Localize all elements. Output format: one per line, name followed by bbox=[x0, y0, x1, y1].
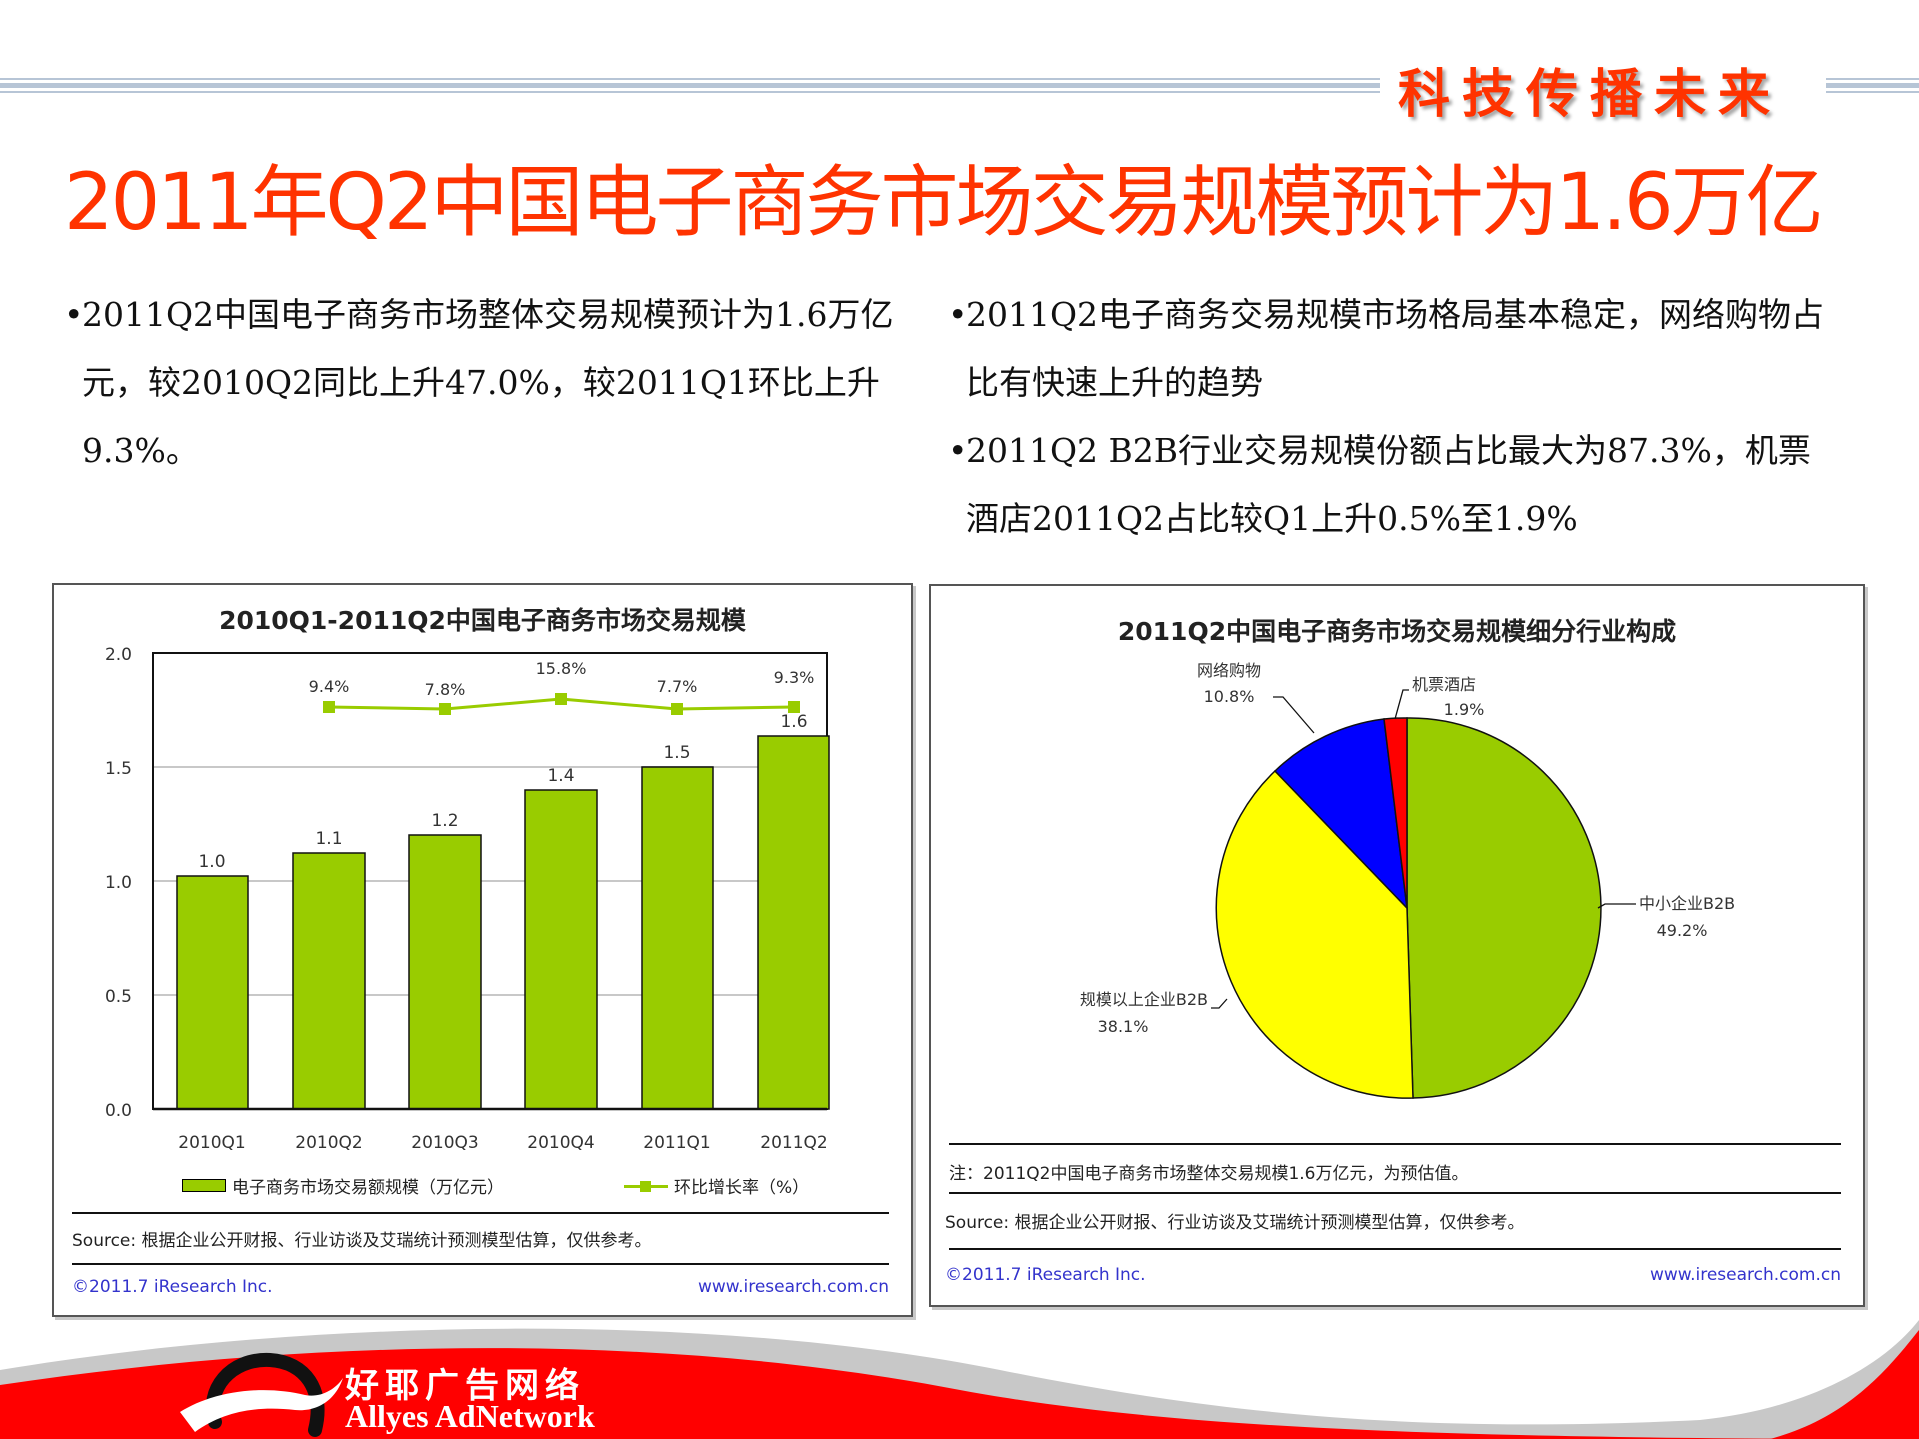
y-tick-label: 1.5 bbox=[105, 759, 132, 779]
bar-chart-title: 2010Q1-2011Q2中国电子商务市场交易规模 bbox=[219, 606, 746, 635]
bar-value-label: 1.6 bbox=[780, 712, 807, 732]
bullet-item: •2011Q2中国电子商务市场整体交易规模预计为1.6万亿元，较2010Q2同比… bbox=[64, 281, 894, 485]
bar-value-label: 1.0 bbox=[198, 852, 225, 872]
x-tick-label: 2010Q3 bbox=[411, 1133, 478, 1153]
legend-item-line: 环比增长率（%） bbox=[624, 1173, 809, 1198]
slice-label-name: 中小企业B2B bbox=[1639, 894, 1735, 913]
website-link[interactable]: www.iresearch.com.cn bbox=[1649, 1265, 1841, 1285]
page-title: 2011年Q2中国电子商务市场交易规模预计为1.6万亿 bbox=[64, 158, 1824, 248]
copyright: ©2011.7 iResearch Inc. bbox=[72, 1277, 273, 1297]
x-tick-label: 2011Q1 bbox=[643, 1133, 710, 1153]
divider bbox=[949, 1192, 1841, 1194]
y-tick-label: 2.0 bbox=[105, 645, 132, 665]
line-marker bbox=[439, 703, 451, 715]
allyes-logo-icon bbox=[180, 1352, 343, 1437]
rate-label: 15.8% bbox=[536, 659, 587, 678]
footer-logo-en: Allyes AdNetwork bbox=[345, 1398, 595, 1434]
line-marker bbox=[555, 693, 567, 705]
y-tick-label: 1.0 bbox=[105, 873, 132, 893]
bullet-dot-icon: • bbox=[948, 295, 968, 334]
x-tick-label: 2010Q4 bbox=[527, 1133, 594, 1153]
divider bbox=[949, 1248, 1841, 1250]
bar-chart-panel: 2010Q1-2011Q2中国电子商务市场交易规模 2.0 1.5 1.0 0.… bbox=[52, 583, 913, 1317]
x-tick-label: 2011Q2 bbox=[760, 1133, 827, 1153]
rate-label: 9.4% bbox=[309, 677, 350, 696]
slice-label-pct: 1.9% bbox=[1444, 700, 1485, 719]
pie-slice-online-shopping bbox=[1273, 718, 1409, 911]
slice-label-name: 网络购物 bbox=[1197, 661, 1261, 680]
leader-line bbox=[1273, 696, 1315, 734]
divider bbox=[72, 1263, 889, 1265]
bar-2010Q1 bbox=[176, 875, 249, 1110]
bar-2010Q3 bbox=[408, 834, 482, 1110]
divider bbox=[949, 1143, 1841, 1145]
pie-chart-plot: 网络购物 10.8% 机票酒店 1.9% 中小企业B2B 49.2% 规模以上企… bbox=[1080, 661, 1735, 1099]
slogan: 科技传播未来 bbox=[1398, 65, 1783, 125]
rate-label: 7.8% bbox=[425, 680, 466, 699]
website-link[interactable]: www.iresearch.com.cn bbox=[697, 1277, 889, 1297]
header-rule-right bbox=[1826, 78, 1919, 94]
legend-label: 环比增长率（%） bbox=[674, 1178, 810, 1198]
source-note: Source: 根据企业公开财报、行业访谈及艾瑞统计预测模型估算，仅供参考。 bbox=[945, 1213, 1525, 1233]
bullet-item: •2011Q2电子商务交易规模市场格局基本稳定，网络购物占比有快速上升的趋势 bbox=[948, 281, 1828, 417]
line-marker bbox=[323, 701, 335, 713]
line-marker bbox=[788, 701, 800, 713]
bar-swatch-icon bbox=[182, 1179, 226, 1192]
bullet-item: •2011Q2 B2B行业交易规模份额占比最大为87.3%，机票酒店2011Q2… bbox=[948, 417, 1828, 553]
pie-chart-panel: 2011Q2中国电子商务市场交易规模细分行业构成 网络购物 10.8% 机票酒店… bbox=[929, 584, 1865, 1307]
x-tick-label: 2010Q1 bbox=[178, 1133, 245, 1153]
slice-label-name: 机票酒店 bbox=[1412, 675, 1476, 694]
bullet-dot-icon: • bbox=[948, 431, 968, 470]
bar-2010Q2 bbox=[292, 852, 366, 1110]
bar-value-label: 1.4 bbox=[547, 766, 574, 786]
y-tick-label: 0.0 bbox=[105, 1101, 132, 1121]
legend-label: 电子商务市场交易额规模（万亿元） bbox=[232, 1178, 504, 1198]
bar-value-label: 1.1 bbox=[315, 829, 342, 849]
leader-line bbox=[1394, 689, 1409, 720]
footer-logo-cn: 好耶广告网络 bbox=[345, 1366, 585, 1406]
copyright: ©2011.7 iResearch Inc. bbox=[945, 1265, 1146, 1285]
header-rule-left bbox=[0, 78, 1380, 94]
pie-slice-large-b2b bbox=[1215, 769, 1414, 1099]
slice-label-pct: 49.2% bbox=[1657, 921, 1708, 940]
bar-chart-plot: 2.0 1.5 1.0 0.5 0.0 1.0 1.1 1.2 1.4 1.5 bbox=[105, 645, 830, 1153]
slice-label-pct: 10.8% bbox=[1204, 687, 1255, 706]
x-tick-label: 2010Q2 bbox=[295, 1133, 362, 1153]
rate-label: 9.3% bbox=[774, 668, 815, 687]
slice-label-pct: 38.1% bbox=[1098, 1017, 1149, 1036]
bullet-list-left: •2011Q2中国电子商务市场整体交易规模预计为1.6万亿元，较2010Q2同比… bbox=[64, 281, 894, 485]
legend-item-bar: 电子商务市场交易额规模（万亿元） bbox=[182, 1173, 504, 1198]
bar-2011Q2 bbox=[757, 735, 830, 1110]
slice-label-name: 规模以上企业B2B bbox=[1080, 990, 1208, 1009]
bullet-text: 2011Q2中国电子商务市场整体交易规模预计为1.6万亿元，较2010Q2同比上… bbox=[82, 295, 894, 470]
footer-banner bbox=[0, 1320, 1919, 1439]
y-tick-label: 0.5 bbox=[105, 987, 132, 1007]
bar-value-label: 1.5 bbox=[663, 743, 690, 763]
leader-line bbox=[1211, 998, 1228, 1009]
bullet-list-right: •2011Q2电子商务交易规模市场格局基本稳定，网络购物占比有快速上升的趋势 •… bbox=[948, 281, 1828, 553]
divider bbox=[72, 1212, 889, 1214]
bar-value-label: 1.2 bbox=[431, 811, 458, 831]
chart-note: 注：2011Q2中国电子商务市场整体交易规模1.6万亿元，为预估值。 bbox=[949, 1164, 1469, 1184]
line-swatch-icon bbox=[624, 1179, 668, 1193]
bullet-dot-icon: • bbox=[64, 295, 84, 334]
bullet-text: 2011Q2电子商务交易规模市场格局基本稳定，网络购物占比有快速上升的趋势 bbox=[966, 295, 1825, 402]
bar-2010Q4 bbox=[524, 789, 598, 1110]
bullet-text: 2011Q2 B2B行业交易规模份额占比最大为87.3%，机票酒店2011Q2占… bbox=[966, 431, 1811, 538]
rate-label: 7.7% bbox=[657, 677, 698, 696]
pie-chart-title: 2011Q2中国电子商务市场交易规模细分行业构成 bbox=[1117, 617, 1677, 646]
pie-slice-sme-b2b bbox=[1406, 717, 1602, 1099]
line-marker bbox=[671, 703, 683, 715]
bar-2011Q1 bbox=[641, 766, 714, 1110]
source-note: Source: 根据企业公开财报、行业访谈及艾瑞统计预测模型估算，仅供参考。 bbox=[72, 1231, 652, 1251]
leader-line bbox=[1597, 903, 1636, 909]
